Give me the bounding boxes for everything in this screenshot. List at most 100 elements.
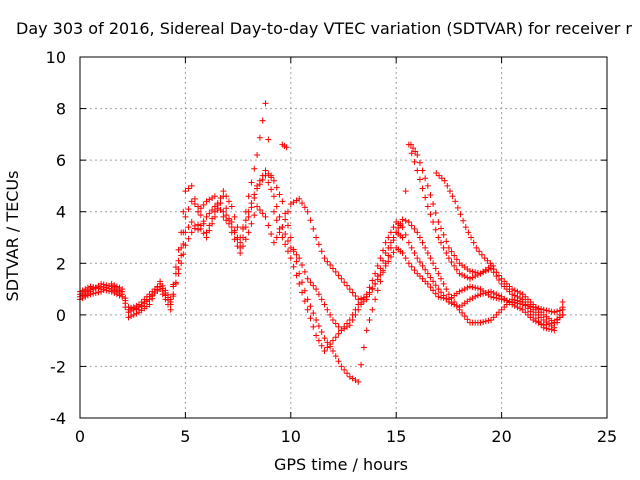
data-point (220, 213, 227, 220)
data-point (416, 258, 423, 265)
data-point (445, 244, 452, 251)
data-point (149, 295, 156, 302)
data-point (191, 195, 198, 202)
x-tick-label: 10 (281, 427, 301, 446)
data-point (482, 289, 489, 296)
x-tick-label: 25 (597, 427, 617, 446)
data-point (259, 210, 266, 217)
data-point (430, 278, 437, 285)
data-point (472, 293, 479, 300)
data-point (503, 301, 510, 308)
data-point (270, 177, 277, 184)
data-point (377, 271, 384, 278)
data-point (178, 252, 185, 259)
data-point (430, 200, 437, 207)
series-4 (77, 100, 566, 354)
data-point (556, 307, 563, 314)
data-point (231, 213, 238, 220)
data-point (242, 217, 249, 224)
data-point (411, 267, 418, 274)
data-point (338, 275, 345, 282)
data-point (103, 282, 110, 289)
data-point (485, 289, 492, 296)
data-point (282, 210, 289, 217)
data-point (195, 226, 202, 233)
data-point (432, 210, 439, 217)
data-point (402, 255, 409, 262)
data-point (443, 295, 450, 302)
data-point (296, 255, 303, 262)
data-point (540, 306, 547, 313)
data-point (535, 306, 542, 313)
data-point (329, 317, 336, 324)
data-point (310, 225, 317, 232)
data-point (524, 301, 531, 308)
data-point (477, 291, 484, 298)
data-point (527, 304, 534, 311)
data-point (251, 191, 258, 198)
data-point (443, 286, 450, 293)
data-point (315, 241, 322, 248)
data-point (411, 249, 418, 256)
data-point (427, 191, 434, 198)
data-point (522, 293, 529, 300)
data-point (301, 268, 308, 275)
data-point (535, 318, 542, 325)
data-point (490, 314, 497, 321)
data-point (149, 288, 156, 295)
data-point (530, 306, 537, 313)
data-point (254, 151, 261, 158)
data-point (203, 229, 210, 236)
data-point (237, 244, 244, 251)
data-point (276, 213, 283, 220)
data-point (506, 288, 513, 295)
data-point (321, 335, 328, 342)
data-point (506, 298, 513, 305)
y-tick-label: 8 (56, 100, 66, 119)
data-point (538, 321, 545, 328)
data-point (293, 251, 300, 258)
data-point (262, 100, 269, 107)
data-point (377, 278, 384, 285)
data-point (122, 297, 129, 304)
data-point (251, 212, 258, 219)
data-point (511, 302, 518, 309)
data-point (456, 306, 463, 313)
y-tick-label: 0 (56, 306, 66, 325)
x-tick-label: 15 (386, 427, 406, 446)
data-point (530, 301, 537, 308)
data-point (461, 313, 468, 320)
data-point (554, 308, 561, 315)
data-point (335, 358, 342, 365)
data-point (335, 323, 342, 330)
data-point (329, 265, 336, 272)
data-point (79, 287, 86, 294)
data-point (435, 293, 442, 300)
data-point (313, 332, 320, 339)
data-point (206, 210, 213, 217)
data-point (452, 198, 459, 205)
data-point (474, 285, 481, 292)
data-point (535, 311, 542, 318)
data-point (466, 268, 473, 275)
data-point (113, 291, 120, 298)
data-point (315, 291, 322, 298)
data-point (167, 306, 174, 313)
data-point (327, 262, 334, 269)
data-point (310, 310, 317, 317)
data-point (82, 286, 89, 293)
data-point (270, 239, 277, 246)
data-point (432, 226, 439, 233)
data-point (256, 177, 263, 184)
x-tick-label: 5 (180, 427, 190, 446)
data-point (200, 230, 207, 237)
data-point (519, 306, 526, 313)
data-point (296, 195, 303, 202)
data-point (440, 244, 447, 251)
data-point (282, 241, 289, 248)
data-point (517, 289, 524, 296)
data-point (301, 298, 308, 305)
data-point (416, 273, 423, 280)
